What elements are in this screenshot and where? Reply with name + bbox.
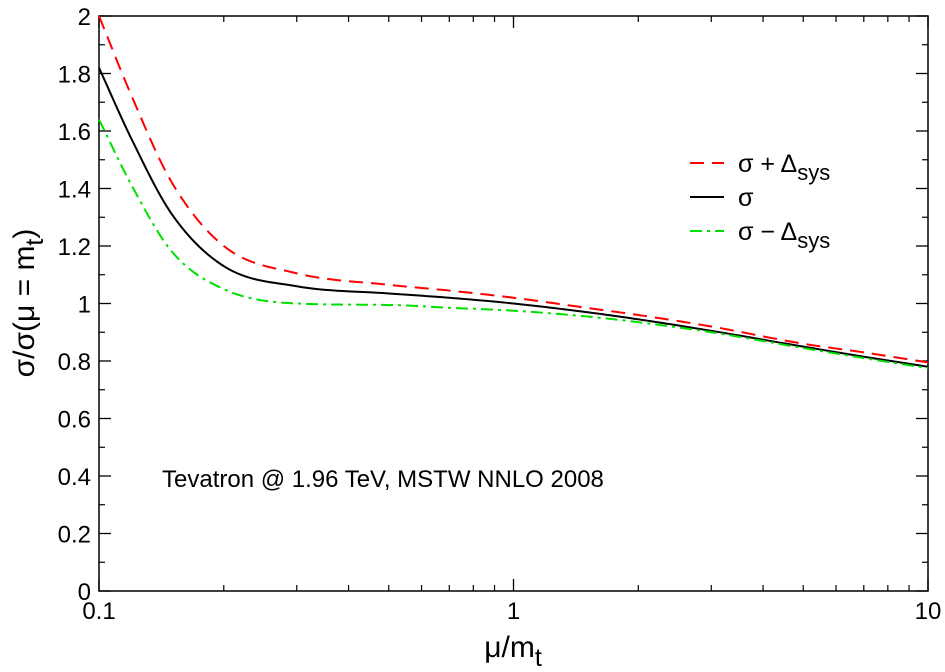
y-tick-label: 0 bbox=[78, 579, 91, 606]
chart-annotation: Tevatron @ 1.96 TeV, MSTW NNLO 2008 bbox=[162, 466, 604, 493]
series-line bbox=[98, 15, 929, 364]
y-tick-label: 1.6 bbox=[58, 119, 91, 146]
series-line bbox=[98, 67, 929, 368]
x-tick-label: 0.1 bbox=[82, 598, 115, 625]
y-tick-label: 0.6 bbox=[58, 407, 91, 434]
legend-label: σ + Δsys bbox=[738, 150, 830, 185]
legend-label: σ bbox=[738, 184, 754, 212]
y-tick-label: 1 bbox=[78, 292, 91, 319]
y-axis-label: σ/σ(μ = mt) bbox=[8, 229, 49, 378]
y-tick-label: 0.4 bbox=[58, 464, 91, 491]
y-tick-label: 1.4 bbox=[58, 177, 91, 204]
legend-label: σ − Δsys bbox=[738, 218, 830, 253]
series-line bbox=[98, 119, 929, 370]
y-tick-label: 0.2 bbox=[58, 522, 91, 549]
x-tick-label: 10 bbox=[915, 598, 942, 625]
y-tick-label: 2 bbox=[78, 4, 91, 31]
y-tick-label: 0.8 bbox=[58, 349, 91, 376]
x-axis-label: μ/mt bbox=[484, 631, 542, 672]
x-tick-label: 1 bbox=[507, 598, 520, 625]
y-tick-label: 1.2 bbox=[58, 234, 91, 261]
y-tick-label: 1.8 bbox=[58, 62, 91, 89]
